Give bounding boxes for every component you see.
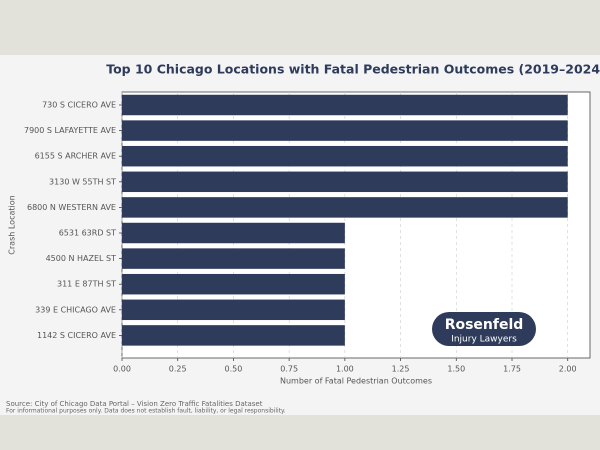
y-tick-label: 7900 S LAFAYETTE AVE [24, 126, 116, 135]
bar [122, 299, 345, 321]
x-tick-label: 0.25 [169, 365, 187, 374]
x-tick-label: 1.50 [447, 365, 465, 374]
chart-title: Top 10 Chicago Locations with Fatal Pede… [106, 62, 600, 77]
bar [122, 273, 345, 295]
x-tick-label: 0.50 [225, 365, 243, 374]
bar [122, 197, 568, 218]
x-tick-label: 1.00 [336, 365, 354, 374]
bar [122, 222, 345, 244]
x-tick-label: 0.75 [280, 365, 298, 374]
y-tick-label: 1142 S CICERO AVE [37, 331, 116, 340]
bar [122, 145, 568, 167]
y-tick-label: 3130 W 55TH ST [49, 177, 116, 186]
disclaimer: For informational purposes only. Data do… [6, 408, 286, 415]
bar [122, 94, 568, 116]
logo-name: Rosenfeld [445, 317, 524, 333]
y-axis-label: Crash Location [8, 195, 17, 254]
bar [122, 171, 568, 193]
x-axis-label: Number of Fatal Pedestrian Outcomes [280, 377, 432, 386]
x-tick-label: 0.00 [113, 365, 131, 374]
y-tick-label: 339 E CHICAGO AVE [35, 305, 116, 314]
x-tick-label: 2.00 [559, 365, 577, 374]
source-note: Source: City of Chicago Data Portal – Vi… [6, 400, 263, 408]
y-tick-label: 730 S CICERO AVE [42, 101, 116, 110]
y-tick-label: 6155 S ARCHER AVE [35, 152, 116, 161]
bar [122, 325, 345, 346]
logo-subtitle: Injury Lawyers [451, 335, 517, 345]
y-tick-label: 311 E 87TH ST [57, 280, 116, 289]
x-tick-label: 1.75 [503, 365, 521, 374]
y-tick-label: 6531 63RD ST [59, 229, 116, 238]
bar [122, 248, 345, 269]
x-tick-label: 1.25 [392, 365, 410, 374]
logo-badge [432, 312, 536, 346]
y-tick-label: 4500 N HAZEL ST [46, 254, 117, 263]
y-tick-label: 6800 N WESTERN AVE [27, 203, 116, 212]
bar [122, 120, 568, 141]
logo: Rosenfeld Injury Lawyers [432, 312, 536, 346]
